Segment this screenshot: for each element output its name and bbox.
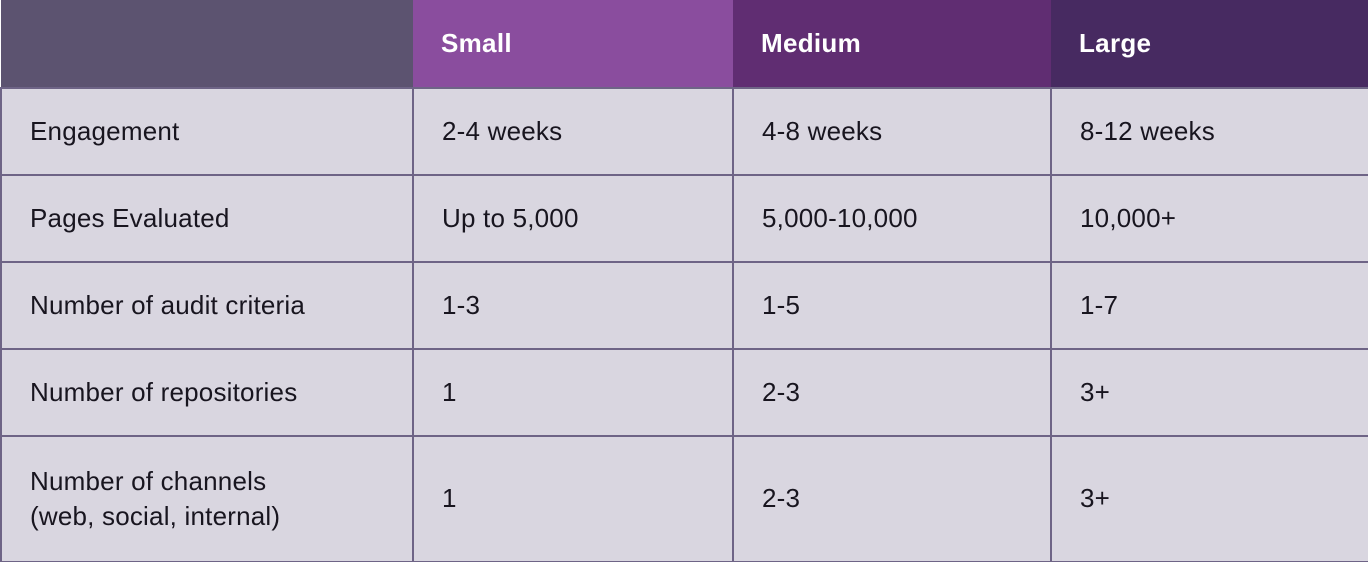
cell-criteria-large: 1-7 [1050,261,1368,350]
column-header-medium: Medium [733,0,1051,88]
cell-pages-small: Up to 5,000 [412,174,734,263]
cell-pages-medium: 5,000-10,000 [732,174,1052,263]
column-header-small: Small [413,0,733,88]
cell-channels-large: 3+ [1050,435,1368,562]
cell-repositories-small: 1 [412,348,734,437]
header-cell-blank [1,0,413,88]
row-label-audit-criteria: Number of audit criteria [0,261,414,350]
column-header-large: Large [1051,0,1368,88]
cell-criteria-medium: 1-5 [732,261,1052,350]
cell-channels-small: 1 [412,435,734,562]
cell-repositories-large: 3+ [1050,348,1368,437]
cell-criteria-small: 1-3 [412,261,734,350]
table-row-channels: Number of channels (web, social, interna… [0,435,1368,562]
cell-channels-medium: 2-3 [732,435,1052,562]
cell-repositories-medium: 2-3 [732,348,1052,437]
table-row-pages-evaluated: Pages Evaluated Up to 5,000 5,000-10,000… [0,174,1368,263]
cell-engagement-large: 8-12 weeks [1050,87,1368,176]
header-row: Small Medium Large [1,0,1368,88]
cell-pages-large: 10,000+ [1050,174,1368,263]
row-label-channels: Number of channels (web, social, interna… [0,435,414,562]
cell-engagement-small: 2-4 weeks [412,87,734,176]
table-row-engagement: Engagement 2-4 weeks 4-8 weeks 8-12 week… [0,87,1368,176]
cell-engagement-medium: 4-8 weeks [732,87,1052,176]
row-label-pages-evaluated: Pages Evaluated [0,174,414,263]
row-label-engagement: Engagement [0,87,414,176]
table-row-audit-criteria: Number of audit criteria 1-3 1-5 1-7 [0,261,1368,350]
table-row-repositories: Number of repositories 1 2-3 3+ [0,348,1368,437]
row-label-repositories: Number of repositories [0,348,414,437]
